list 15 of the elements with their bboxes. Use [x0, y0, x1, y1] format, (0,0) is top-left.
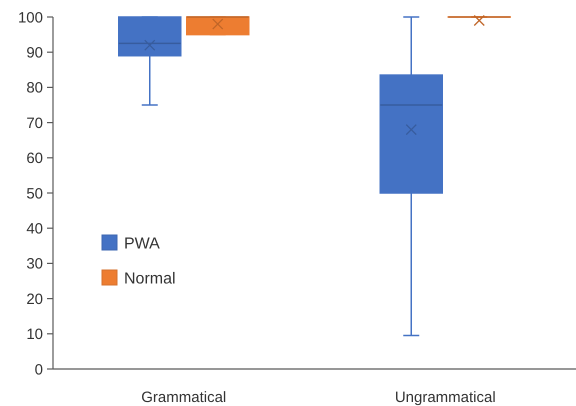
legend-label: Normal [124, 270, 176, 288]
y-tick-label: 60 [26, 150, 43, 168]
y-tick-label: 40 [26, 220, 43, 238]
y-tick-label: 80 [26, 80, 43, 97]
y-tick-label: 50 [26, 185, 43, 202]
y-tick-label: 10 [26, 326, 43, 344]
y-tick-label: 20 [26, 290, 43, 308]
legend-label: PWA [124, 236, 160, 253]
y-tick-label: 30 [26, 256, 43, 273]
y-tick-label: 70 [26, 114, 43, 132]
y-tick-label: 90 [26, 44, 43, 62]
x-tick-label: Ungrammatical [394, 389, 496, 406]
x-tick-label: Grammatical [141, 389, 226, 406]
y-tick-label: 100 [18, 9, 43, 26]
y-tick-label: 0 [34, 361, 43, 378]
